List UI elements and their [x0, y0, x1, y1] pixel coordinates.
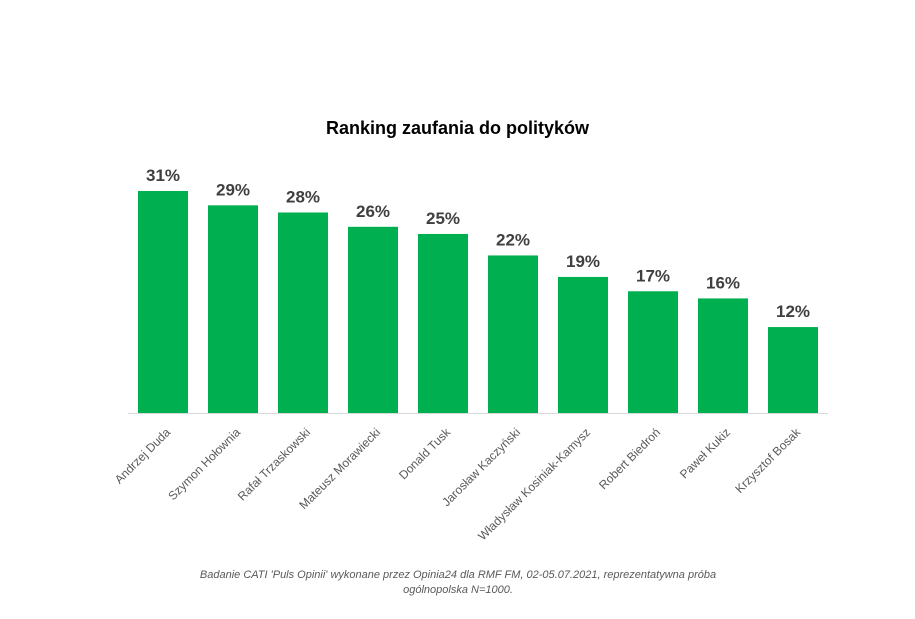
bar	[418, 233, 468, 413]
value-label: 22%	[496, 230, 530, 249]
footnote-line-2: ogólnopolska N=1000.	[403, 584, 513, 596]
value-label: 19%	[566, 252, 600, 271]
footnote-line-1: Badanie CATI 'Puls Opinii' wykonane prze…	[199, 569, 717, 581]
value-label: 25%	[426, 209, 460, 228]
value-labels-layer: 31% 29% 28% 26% 25% 22% 19% 17% 16% 12%	[146, 166, 810, 321]
category-label: Krzysztof Bosak	[732, 425, 803, 496]
value-label: 12%	[776, 302, 810, 321]
bar	[488, 255, 538, 413]
value-label: 16%	[706, 273, 740, 292]
bar	[628, 291, 678, 413]
category-label: Paweł Kukiz	[677, 425, 733, 481]
value-label: 28%	[286, 187, 320, 206]
category-label: Donald Tusk	[396, 425, 454, 483]
category-label: Andrzej Duda	[112, 425, 174, 487]
value-label: 26%	[356, 202, 390, 221]
bar	[698, 298, 748, 413]
bar	[138, 191, 188, 413]
category-label: Władysław Kosiniak-Kamysz	[475, 425, 593, 543]
bar	[208, 205, 258, 413]
bars-layer	[138, 191, 818, 413]
value-label: 17%	[636, 266, 670, 285]
value-label: 31%	[146, 166, 180, 185]
category-label: Rafał Trzaskowski	[235, 425, 313, 503]
bar	[768, 327, 818, 413]
value-label: 29%	[216, 180, 250, 199]
bar	[558, 276, 608, 413]
bar	[278, 212, 328, 413]
bar	[348, 226, 398, 413]
footnote: Badanie CATI 'Puls Opinii' wykonane prze…	[168, 568, 748, 598]
category-label: Robert Biedroń	[596, 425, 663, 492]
chart-title: Ranking zaufania do polityków	[325, 118, 590, 138]
category-label: Szymon Hołownia	[165, 425, 243, 503]
